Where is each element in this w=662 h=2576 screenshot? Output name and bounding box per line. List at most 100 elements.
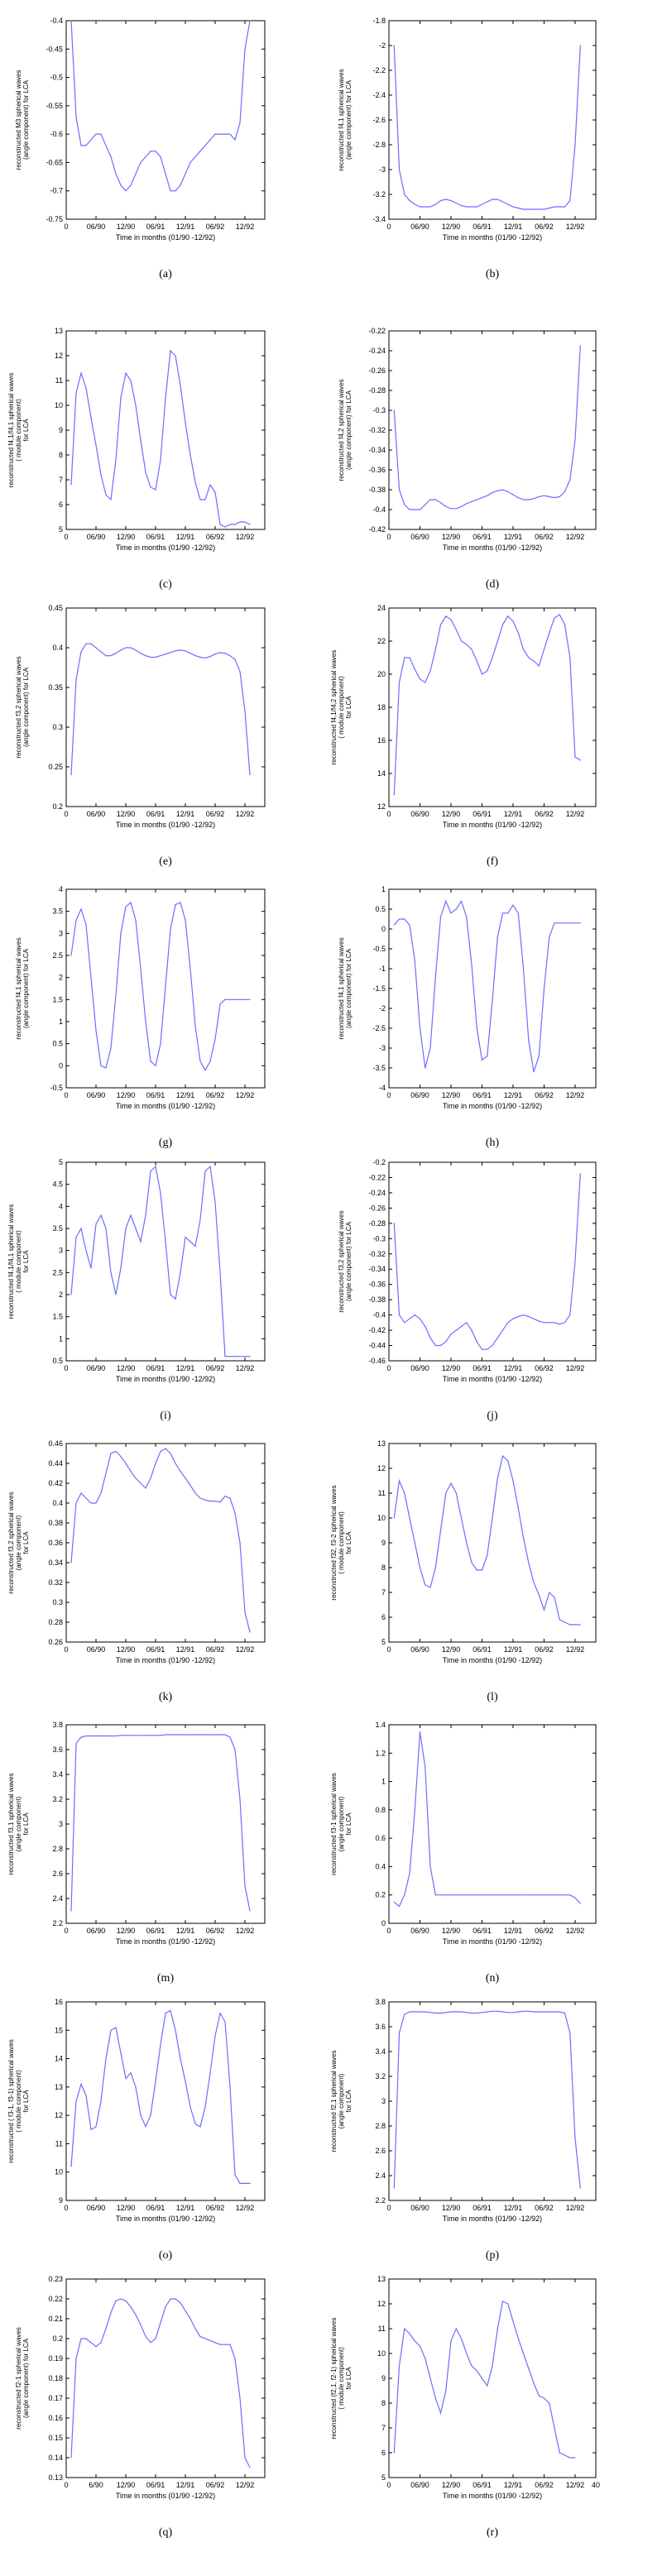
data-point — [450, 912, 452, 914]
x-tick-label: 12/90 — [117, 223, 136, 231]
panel-caption: (r) — [487, 2526, 498, 2539]
y-tick-label: 2 — [59, 1290, 63, 1299]
data-point — [533, 2011, 535, 2013]
data-point — [130, 902, 132, 903]
x-tick-label: 06/91 — [146, 2481, 166, 2489]
y-axis-label: for LCA — [22, 2090, 30, 2113]
x-tick-label: 12/92 — [566, 1364, 585, 1372]
data-point — [219, 133, 221, 135]
y-tick-label: -2.8 — [372, 141, 386, 149]
chart-panel-k: 06/90 12/90 06/91 12/91 06/92 12/92 0 0.46 0.44 0… — [7, 1439, 266, 1703]
y-axis-label: (angle component) for LCA — [22, 948, 30, 1028]
x-tick-label: 12/92 — [566, 1927, 585, 1935]
data-point — [471, 2365, 473, 2367]
y-tick-label: 12 — [377, 2300, 386, 2308]
axes-frame — [65, 1161, 266, 1362]
data-point — [569, 1314, 571, 1316]
data-point — [574, 439, 576, 441]
data-point — [564, 1621, 566, 1623]
data-point — [393, 794, 395, 796]
data-point — [110, 1047, 112, 1049]
y-axis-label: reconstructed f2-1 spherical waves — [15, 2327, 22, 2430]
data-point — [507, 1894, 509, 1896]
y-tick-label: 0.3 — [52, 723, 63, 731]
y-axis-label: ( module component) — [338, 1511, 345, 1574]
y-tick-label: -0.28 — [368, 386, 386, 395]
y-tick-label: 0.8 — [375, 1806, 386, 1814]
x-tick-label: 06/91 — [473, 810, 492, 818]
data-point — [579, 1624, 581, 1626]
data-point — [189, 161, 191, 163]
y-tick-label: 10 — [377, 1514, 386, 1522]
panel-caption: (k) — [159, 1691, 173, 1703]
x-tick-label: 06/92 — [206, 2481, 225, 2489]
x-tick-label: 06/92 — [535, 533, 554, 541]
y-tick-label: 0.17 — [48, 2394, 63, 2402]
data-point — [224, 526, 226, 528]
data-point — [429, 1047, 431, 1049]
y-axis-label: for LCA — [22, 1250, 30, 1273]
data-point — [189, 2318, 191, 2320]
data-point — [214, 133, 216, 135]
x-axis-label: Time in months (01/90 -12/92) — [443, 233, 542, 242]
data-point — [398, 169, 401, 170]
data-point — [528, 2010, 530, 2012]
data-point — [120, 1735, 122, 1736]
axes-frame — [388, 20, 597, 220]
data-point — [224, 133, 226, 135]
y-tick-label: -0.45 — [46, 45, 63, 53]
data-point — [100, 2100, 102, 2102]
y-tick-label: -0.4 — [50, 17, 63, 25]
data-point — [105, 2058, 107, 2060]
x-tick-label: 06/91 — [146, 1645, 166, 1654]
x-tick-label: 12/91 — [176, 1927, 195, 1935]
data-point — [496, 2328, 498, 2329]
data-point — [234, 1749, 236, 1750]
x-tick-label: 06/91 — [146, 1927, 166, 1935]
y-tick-label: 22 — [377, 637, 386, 645]
data-point — [85, 145, 87, 146]
y-tick-label: -0.32 — [368, 426, 386, 434]
series-line — [393, 2301, 575, 2459]
x-tick-label: 06/92 — [535, 2204, 554, 2212]
data-point — [538, 1594, 540, 1596]
data-point — [445, 1894, 447, 1896]
x-tick-label: 0 — [64, 1645, 68, 1654]
data-point — [120, 649, 122, 651]
data-point — [90, 2128, 92, 2130]
x-axis-label: Time in months (01/90 -12/92) — [443, 1937, 542, 1946]
data-point — [199, 1219, 201, 1220]
data-point — [90, 2342, 92, 2344]
data-point — [466, 1322, 468, 1324]
x-tick-label: 06/92 — [206, 1364, 225, 1372]
data-point — [455, 1329, 457, 1331]
chart-panel-q: 6/90 12/90 06/91 12/91 06/92 12/92 0 0.23 0.22 0.… — [15, 2275, 266, 2539]
data-point — [160, 655, 161, 657]
x-tick-label: 12/90 — [442, 2481, 461, 2489]
y-axis-label: (angle component) — [15, 1796, 22, 1851]
data-point — [80, 372, 82, 374]
x-tick-label: 0 — [64, 1927, 68, 1935]
x-axis-label: Time in months (01/90 -12/92) — [116, 821, 215, 829]
data-point — [214, 1201, 216, 1203]
data-point — [538, 2011, 540, 2013]
y-tick-label: -2.2 — [372, 66, 386, 74]
data-point — [229, 655, 231, 657]
y-tick-label: -0.42 — [368, 1326, 386, 1334]
x-tick-label: 12/90 — [117, 810, 136, 818]
x-tick-label: 0 — [386, 1645, 391, 1654]
y-tick-label: 4 — [59, 1202, 63, 1210]
data-point — [110, 2312, 112, 2314]
data-point — [95, 133, 97, 135]
x-tick-label: 06/90 — [410, 1645, 429, 1654]
panel-caption: (i) — [160, 1410, 171, 1422]
data-point — [234, 658, 236, 661]
x-tick-label: 06/90 — [87, 533, 106, 541]
y-axis-label: ( module component) — [15, 1230, 22, 1293]
data-point — [105, 655, 107, 657]
data-point — [455, 908, 457, 910]
data-point — [404, 2328, 405, 2329]
data-point — [219, 1734, 221, 1736]
data-point — [393, 924, 395, 926]
data-point — [214, 491, 216, 493]
